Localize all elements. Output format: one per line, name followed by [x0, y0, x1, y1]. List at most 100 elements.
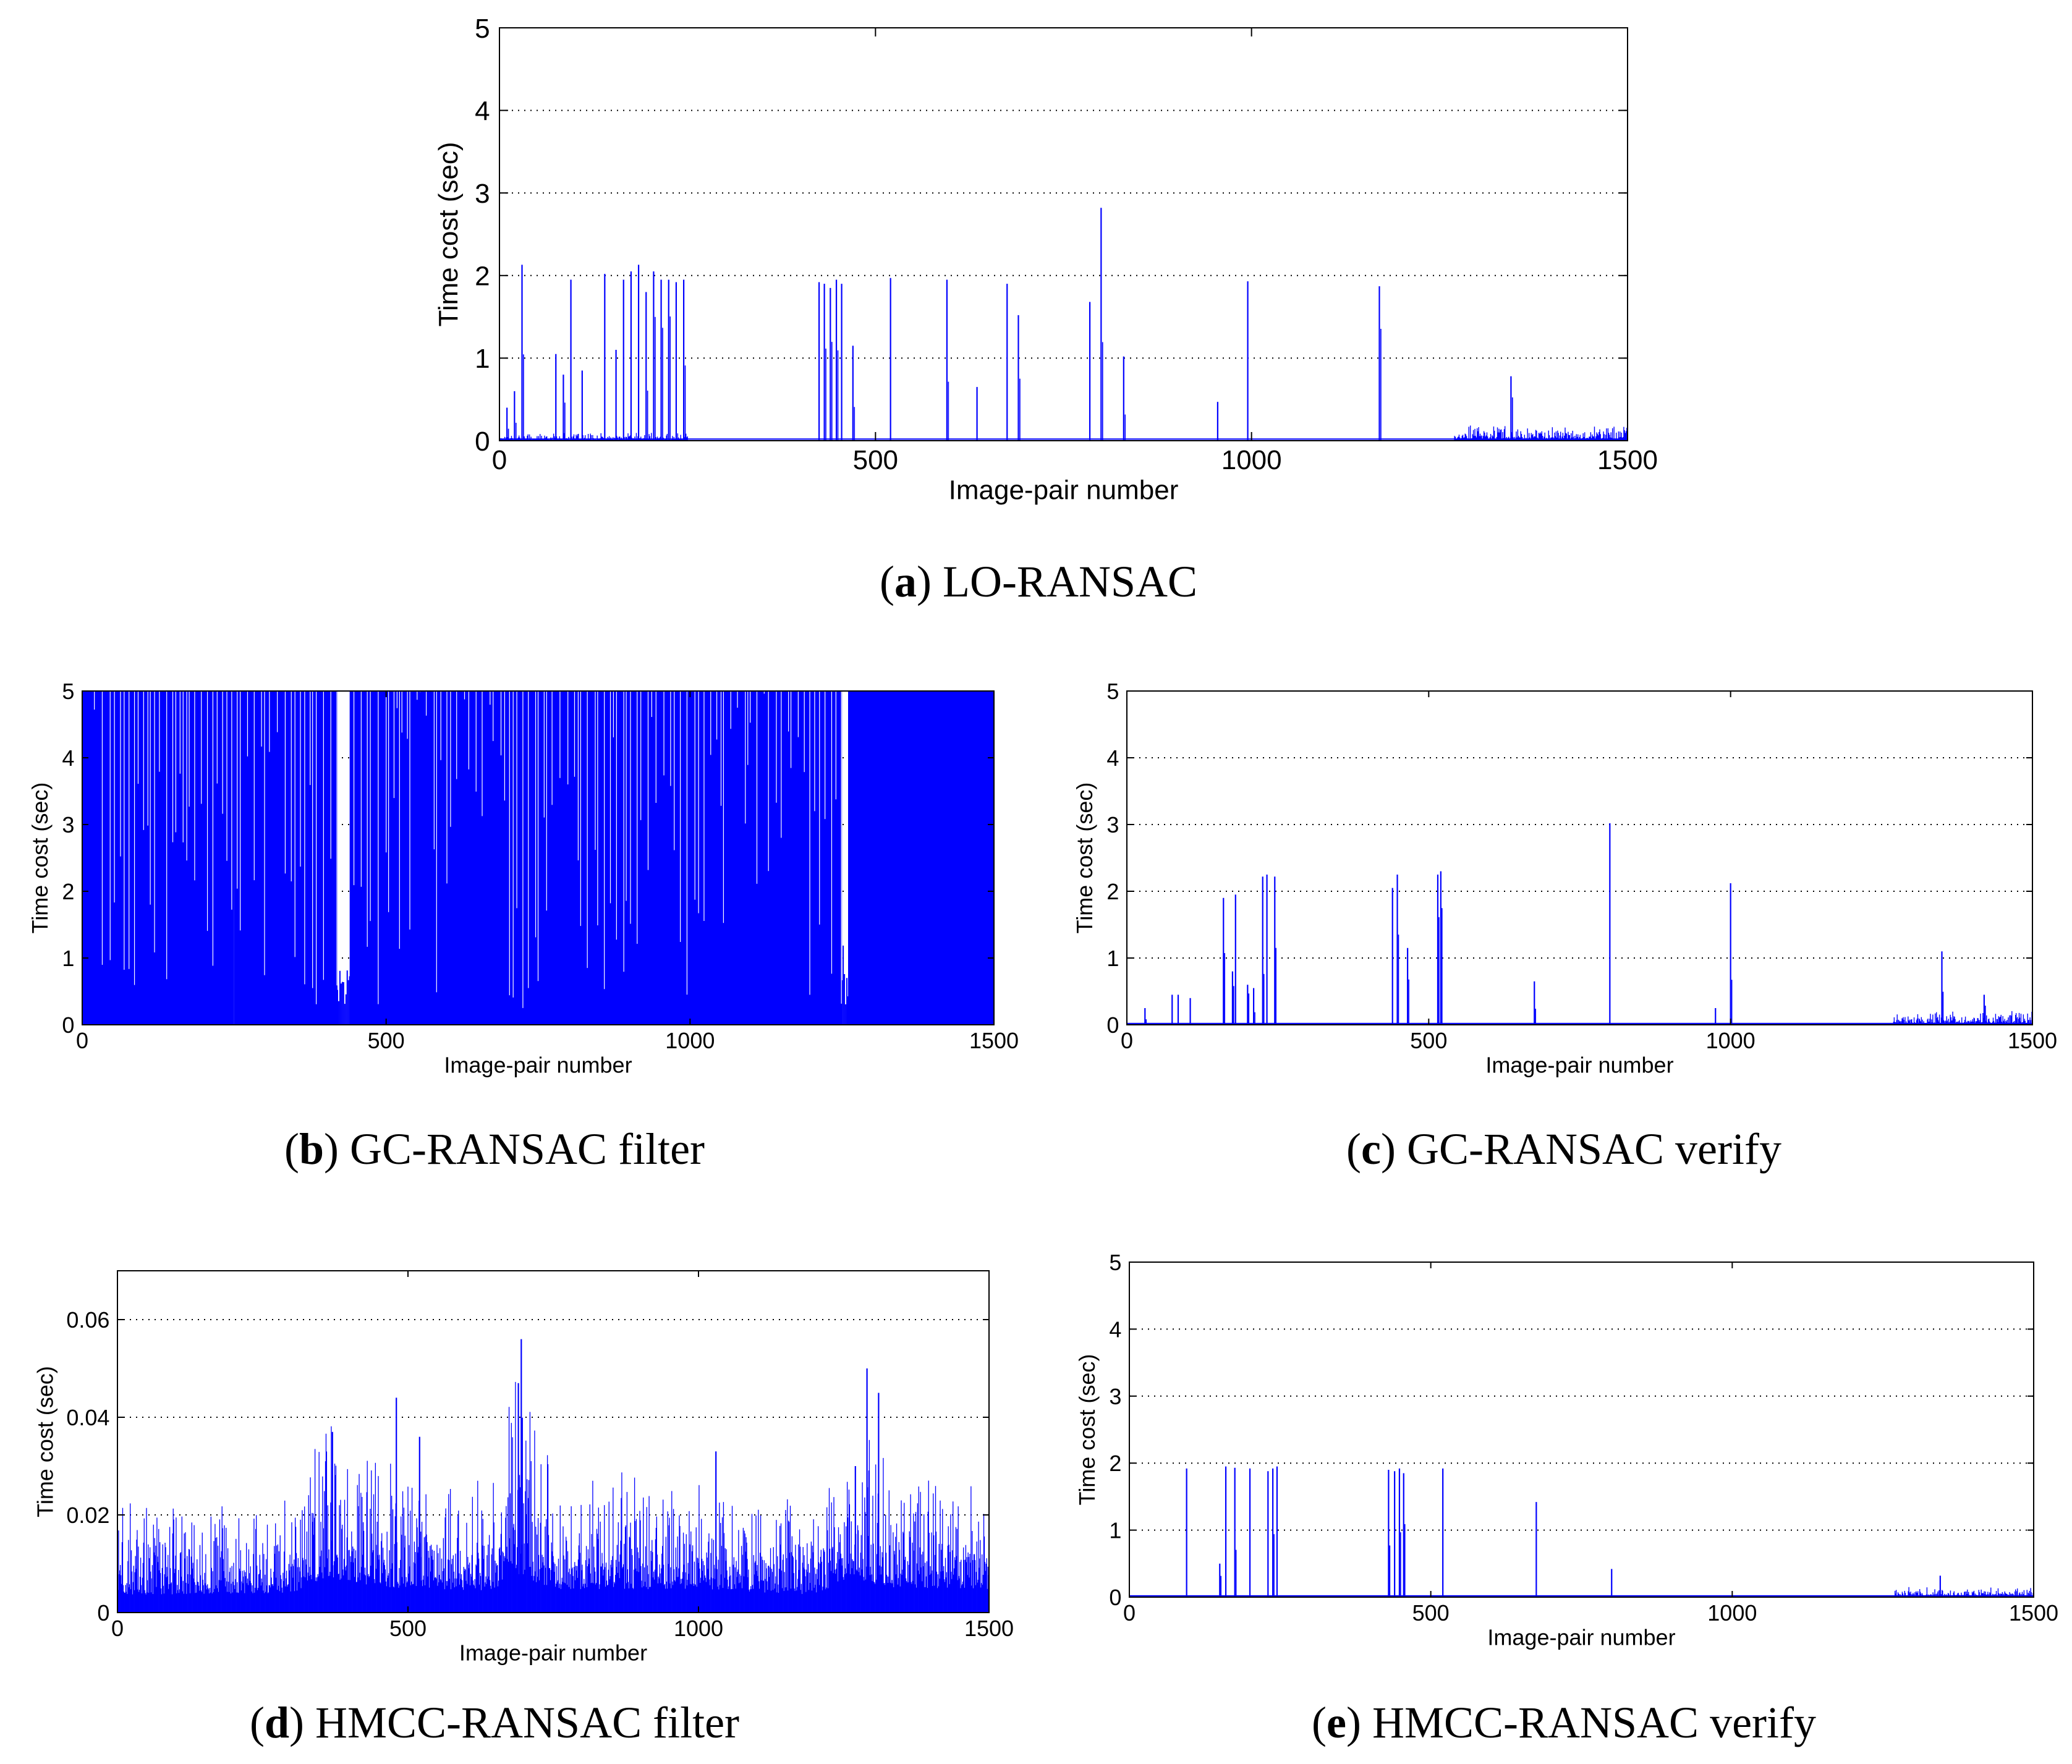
x-tick-label: 1500 — [964, 1616, 1014, 1641]
x-tick-label: 500 — [368, 1028, 405, 1053]
chart-panel-e: 0 500 1000 1500 0 1 2 3 4 5 Image-pair number Time … — [1051, 1230, 2072, 1764]
y-tick-label: 2 — [1109, 1451, 1121, 1476]
x-axis-label: Image-pair number — [1487, 1624, 1675, 1650]
x-axis-label: Image-pair number — [1485, 1052, 1673, 1077]
x-tick-label: 0 — [1121, 1028, 1133, 1053]
caption-letter-b: b — [299, 1124, 325, 1174]
axes-frame — [1129, 1262, 2034, 1598]
caption-letter-d: d — [264, 1698, 289, 1747]
x-tick-label: 500 — [853, 445, 898, 475]
y-tick-label: 4 — [475, 96, 490, 126]
chart-c: 0 500 1000 1500 0 1 2 3 4 5 Image-pair number Time … — [1072, 679, 2057, 1077]
y-tick-label: 1 — [1109, 1518, 1121, 1543]
caption-text-b: GC-RANSAC filter — [350, 1124, 705, 1174]
caption-b: (b) GC-RANSAC filter — [284, 1124, 705, 1174]
y-tick-label: 5 — [62, 679, 74, 704]
axes-frame — [82, 690, 995, 1025]
caption-text-a: LO-RANSAC — [942, 557, 1197, 606]
caption-text-d: HMCC-RANSAC filter — [315, 1698, 740, 1747]
y-tick-label: 2 — [62, 879, 74, 904]
x-tick-label: 1000 — [665, 1028, 715, 1053]
caption-letter-a: a — [894, 557, 917, 606]
y-tick-label: 5 — [1106, 679, 1119, 704]
x-tick-label: 1000 — [1707, 1600, 1757, 1626]
caption-text-e: HMCC-RANSAC verify — [1372, 1698, 1816, 1747]
y-tick-label: 3 — [62, 812, 74, 837]
plot-area — [499, 28, 1628, 441]
axes-frame — [1126, 690, 2033, 1025]
y-tick-label: 0.02 — [66, 1503, 109, 1528]
x-tick-label: 0 — [1123, 1600, 1136, 1626]
chart-e: 0 500 1000 1500 0 1 2 3 4 5 Image-pair number Time … — [1074, 1250, 2058, 1650]
y-tick-label: 1 — [475, 344, 490, 374]
saturated-region — [234, 691, 338, 1025]
x-tick-label: 0 — [492, 445, 507, 475]
y-tick-label: 3 — [1109, 1384, 1121, 1409]
saturated-region — [82, 691, 234, 1025]
x-axis-label: Image-pair number — [444, 1052, 632, 1077]
plot-area — [1127, 691, 2032, 1025]
caption-letter-e: e — [1327, 1698, 1346, 1747]
y-tick-label: 1 — [62, 946, 74, 971]
y-tick-label: 2 — [1106, 879, 1119, 904]
data-series — [82, 691, 994, 1025]
x-tick-label: 1000 — [1221, 445, 1282, 475]
caption-text-c: GC-RANSAC verify — [1406, 1124, 1781, 1174]
y-tick-label: 0.04 — [66, 1405, 109, 1430]
data-series — [1129, 1466, 2034, 1597]
axes-frame — [117, 1270, 990, 1613]
x-tick-label: 1000 — [1706, 1028, 1756, 1053]
data-series — [499, 208, 1628, 441]
data-series — [117, 1339, 990, 1613]
y-tick-label: 0 — [1106, 1012, 1119, 1038]
x-tick-label: 1500 — [2009, 1600, 2058, 1626]
data-series — [1127, 823, 2033, 1025]
y-tick-label: 4 — [62, 745, 74, 771]
y-tick-label: 4 — [1109, 1317, 1121, 1342]
y-tick-label: 0 — [1109, 1585, 1121, 1610]
x-tick-label: 0 — [76, 1028, 88, 1053]
x-axis-label: Image-pair number — [459, 1640, 647, 1665]
x-tick-label: 0 — [111, 1616, 124, 1641]
x-tick-label: 500 — [1410, 1028, 1447, 1053]
y-tick-label: 3 — [475, 179, 490, 209]
y-tick-label: 0 — [62, 1012, 74, 1038]
y-tick-label: 5 — [1109, 1250, 1121, 1275]
y-tick-label: 0.06 — [66, 1307, 109, 1333]
y-axis-label: Time cost (sec) — [1074, 1354, 1100, 1506]
y-axis-label: Time cost (sec) — [33, 1366, 58, 1517]
caption-e: (e) HMCC-RANSAC verify — [1312, 1698, 1816, 1747]
y-tick-label: 5 — [475, 14, 490, 44]
plot-area — [1129, 1262, 2034, 1597]
caption-letter-c: c — [1361, 1124, 1381, 1174]
x-tick-label: 1000 — [674, 1616, 723, 1641]
x-tick-label: 1500 — [969, 1028, 1019, 1053]
saturated-region — [349, 691, 843, 1025]
caption-d: (d) HMCC-RANSAC filter — [249, 1698, 740, 1747]
x-tick-label: 500 — [389, 1616, 427, 1641]
chart-panel-c: 0 500 1000 1500 0 1 2 3 4 5 Image-pair number Time … — [1051, 668, 2072, 1193]
y-axis-label: Time cost (sec) — [1072, 782, 1097, 934]
x-tick-label: 1500 — [1597, 445, 1658, 475]
caption-c: (c) GC-RANSAC verify — [1346, 1124, 1781, 1174]
y-axis-label: Time cost (sec) — [433, 142, 464, 326]
x-tick-label: 500 — [1412, 1600, 1450, 1626]
y-tick-label: 0 — [475, 426, 490, 457]
chart-b: 0 500 1000 1500 0 1 2 3 4 5 Image-pair number Time … — [27, 679, 1019, 1077]
y-tick-label: 0 — [97, 1600, 109, 1626]
x-tick-label: 1500 — [2008, 1028, 2057, 1053]
y-tick-label: 3 — [1106, 812, 1119, 837]
y-tick-label: 2 — [475, 261, 490, 292]
chart-d: 0 500 1000 1500 0 0.02 0.04 0.06 Image-pair numb… — [33, 1270, 1014, 1665]
caption-a: (a) LO-RANSAC — [880, 557, 1197, 606]
x-axis-label: Image-pair number — [949, 475, 1179, 506]
saturated-region — [848, 691, 994, 1025]
chart-panel-a: 0 500 1000 1500 0 1 2 3 4 5 Image-pair number Time … — [0, 0, 2072, 618]
chart-panel-d: 0 500 1000 1500 0 0.02 0.04 0.06 Image-pair numb… — [0, 1230, 1036, 1764]
axes-frame — [499, 27, 1628, 441]
y-axis-label: Time cost (sec) — [27, 782, 53, 934]
y-tick-label: 1 — [1106, 946, 1119, 971]
chart-a: 0 500 1000 1500 0 1 2 3 4 5 Image-pair number Time … — [433, 14, 1658, 506]
chart-panel-b: 0 500 1000 1500 0 1 2 3 4 5 Image-pair number Time … — [0, 668, 1036, 1193]
y-tick-label: 4 — [1106, 745, 1119, 771]
